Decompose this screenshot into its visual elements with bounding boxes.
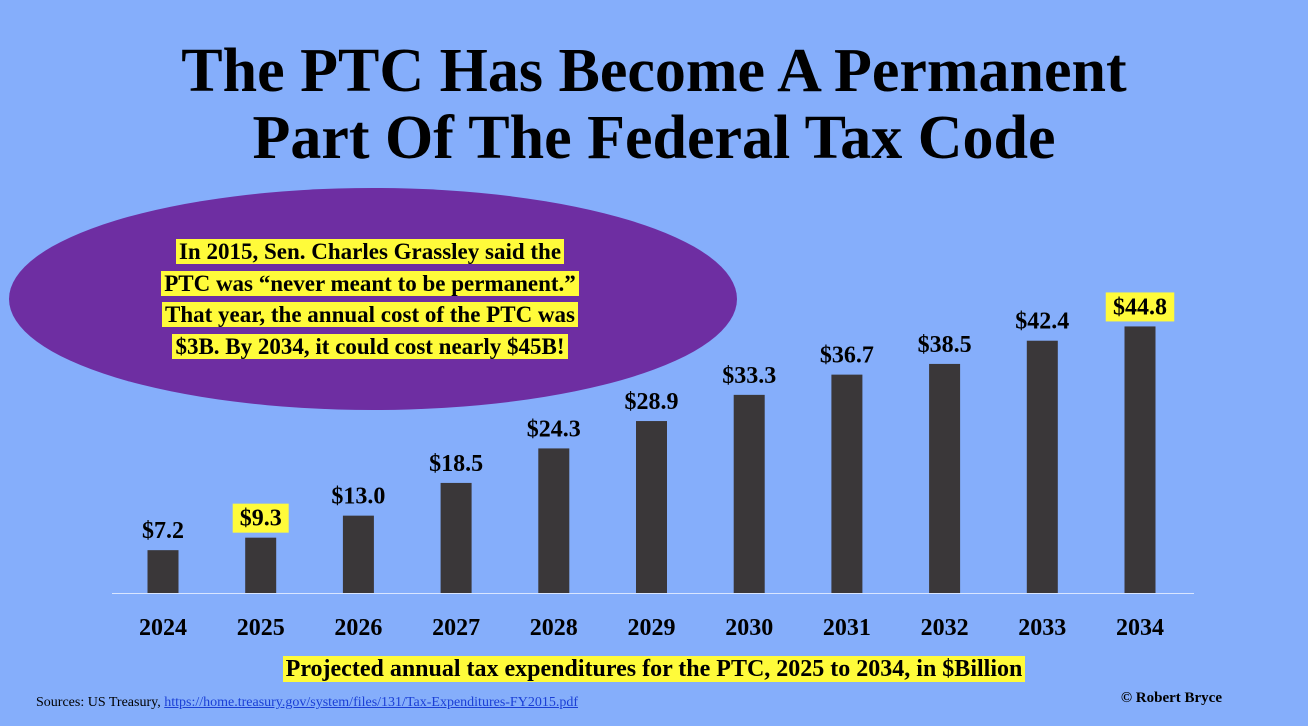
x-tick-label-2034: 2034	[1116, 615, 1164, 641]
title-line-2: Part Of The Federal Tax Code	[252, 104, 1056, 172]
value-label-2031: $36.7	[820, 343, 874, 369]
x-tick-label-2027: 2027	[432, 615, 480, 641]
value-label-2028: $24.3	[527, 416, 581, 442]
value-label-2026: $13.0	[331, 484, 385, 510]
bar-2030	[733, 394, 765, 593]
sources-note: Sources: US Treasury, https://home.treas…	[36, 695, 578, 711]
value-label-2032: $38.5	[918, 332, 972, 358]
caption-text: Projected annual tax expenditures for th…	[282, 656, 1026, 682]
value-label-highlight-2034	[1105, 292, 1175, 322]
bar-2029	[636, 421, 667, 593]
bar-2027	[440, 482, 472, 593]
bar-2025	[245, 537, 277, 593]
callout-line-1: In 2015, Sen. Charles Grassley said the	[175, 239, 565, 264]
copyright-credit: © Robert Bryce	[1120, 690, 1222, 706]
bar-2033	[1026, 340, 1058, 593]
x-tick-label-2032: 2032	[921, 615, 969, 641]
value-label-2033: $42.4	[1015, 309, 1069, 335]
value-label-2027: $18.5	[429, 451, 483, 477]
sources-label: Sources: US Treasury,	[36, 695, 161, 710]
bar-2031	[831, 374, 863, 593]
x-tick-label-2029: 2029	[628, 615, 676, 641]
x-tick-label-2028: 2028	[530, 615, 578, 641]
bar-2034	[1124, 326, 1156, 593]
x-tick-label-2024: 2024	[139, 615, 187, 641]
callout-line-3: That year, the annual cost of the PTC wa…	[162, 302, 578, 327]
callout-ellipse	[9, 188, 737, 410]
bar-2032	[929, 363, 961, 593]
x-tick-label-2030: 2030	[725, 615, 773, 641]
value-label-2025: $9.3	[240, 506, 282, 532]
chart-title: The PTC Has Become A Permanent Part Of T…	[0, 38, 1308, 172]
sources-link[interactable]: https://home.treasury.gov/system/files/1…	[164, 695, 578, 710]
bar-2024	[147, 550, 179, 593]
callout-line-4: $3B. By 2034, it could cost nearly $45B!	[172, 333, 568, 359]
callout-line-2: PTC was “never meant to be permanent.”	[161, 270, 579, 296]
value-label-2030: $33.3	[722, 363, 776, 389]
x-tick-label-2031: 2031	[823, 615, 871, 641]
callout-text: In 2015, Sen. Charles Grassley said the …	[100, 236, 640, 362]
value-label-highlight-2025	[232, 503, 289, 533]
x-tick-label-2026: 2026	[334, 615, 382, 641]
value-label-2034: $44.8	[1113, 294, 1167, 320]
value-label-2029: $28.9	[625, 389, 679, 415]
x-tick-label-2025: 2025	[237, 615, 285, 641]
bar-2026	[342, 515, 374, 593]
x-tick-label-2033: 2033	[1018, 615, 1066, 641]
value-label-2024: $7.2	[142, 518, 184, 544]
bar-2028	[538, 448, 570, 593]
title-line-1: The PTC Has Become A Permanent	[181, 37, 1127, 105]
chart-caption: Projected annual tax expenditures for th…	[0, 656, 1308, 683]
